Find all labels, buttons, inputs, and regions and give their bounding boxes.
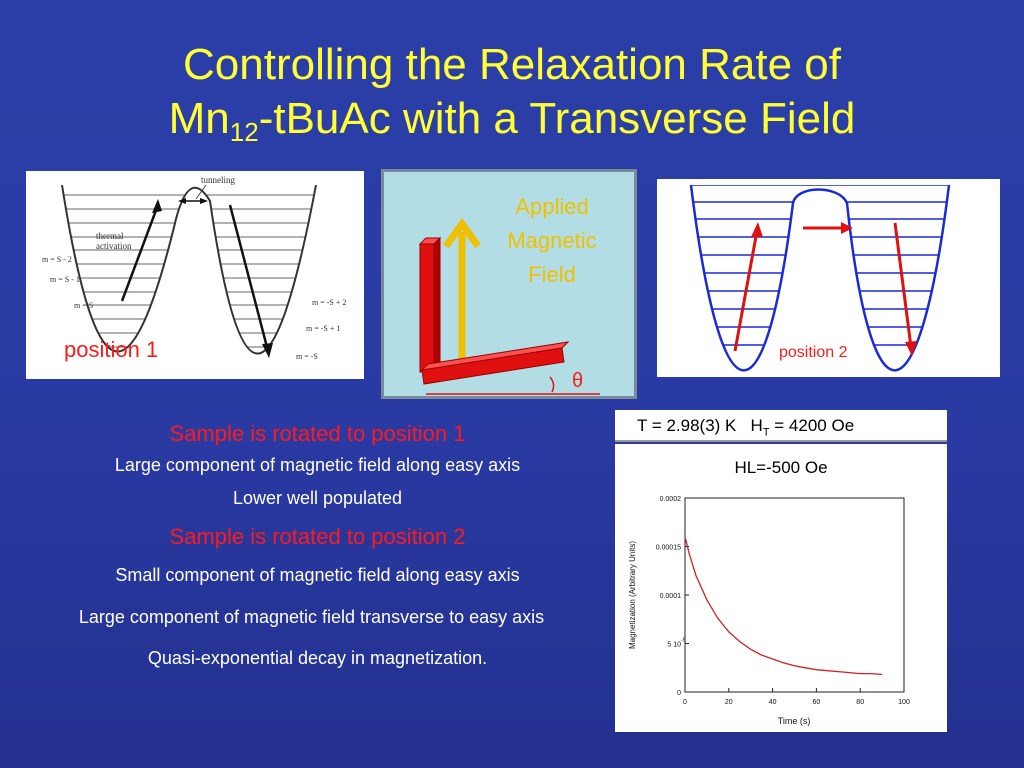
title-line-2: Mn12-tBuAc with a Transverse Field [168, 94, 856, 147]
plot-frame [684, 497, 905, 693]
bullet-position1-easy-axis: Large component of magnetic field along … [114, 455, 521, 475]
decay-series-line [684, 536, 883, 676]
thermal-arrow [120, 204, 160, 302]
thermal-label-1: thermal [96, 231, 124, 241]
double-well-diagram-1: tunneling thermal activation m = S - 2 m… [42, 175, 346, 361]
y-tick-exponent: -5 [681, 638, 686, 644]
potential-curve [61, 184, 317, 355]
potential-curve-2 [689, 184, 951, 372]
position-1-label: position 1 [64, 337, 159, 362]
level-label-left-3: m = S [74, 301, 93, 310]
thermal-arrow-2 [733, 230, 759, 352]
thermal-label-2: activation [96, 241, 132, 251]
level-label-right-1: m = -S + 2 [312, 298, 346, 307]
x-axis-label: Time (s) [778, 716, 811, 726]
double-well-diagram-2 [689, 184, 951, 372]
level-label-right-2: m = -S + 1 [306, 324, 340, 333]
position-2-header: Sample is rotated to position 2 [169, 524, 466, 549]
level-label-left-2: m = S - 1 [50, 275, 80, 284]
measurement-info-box: T = 2.98(3) K HT = 4200 Oe [615, 410, 947, 442]
x-tick-label: 80 [856, 699, 864, 706]
theta-label: θ [572, 370, 584, 392]
bullet-decay: Quasi-exponential decay in magnetization… [147, 648, 488, 668]
bullet-position2-easy-axis: Small component of magnetic field along … [115, 565, 520, 585]
bullet-transverse: Large component of magnetic field transv… [78, 607, 545, 627]
orientation-diagram [418, 218, 600, 395]
down-arrow-2 [893, 222, 913, 348]
y-tick-label: 0.00015 [656, 545, 681, 552]
y-tick-label: 0.0001 [660, 593, 682, 600]
y-tick-label: 5 10 [667, 642, 681, 649]
applied-label-line-1: Applied [515, 194, 589, 219]
bullet-lower-well: Lower well populated [232, 488, 403, 508]
y-tick-label: 0.0002 [660, 496, 682, 503]
position-2-label: position 2 [779, 344, 848, 361]
position-1-header: Sample is rotated to position 1 [169, 421, 466, 446]
magnetization-decay-chart: 0 20 40 60 80 100 05 10-50.00010.000150.0002 … [628, 496, 910, 726]
applied-label-line-2: Magnetic [507, 228, 597, 253]
decay-chart-panel: HL=-500 Oe 0 20 40 60 80 100 0 5 10 -5 0.0001 0.0… [615, 444, 947, 732]
x-tick-label: 20 [725, 699, 733, 706]
applied-field-label: Applied Magnetic Field [482, 190, 622, 292]
double-well-figure-position-1: tunneling thermal activation m = S - 2 m… [26, 171, 364, 379]
hl-label: HL=-500 Oe [734, 458, 828, 477]
sample-bar-vertical [419, 243, 435, 373]
tunneling-label: tunneling [201, 175, 235, 185]
temperature-field-label: T = 2.98(3) K HT = 4200 Oe [637, 416, 855, 439]
level-label-left-1: m = S - 2 [42, 255, 72, 264]
x-tick-label: 100 [898, 699, 910, 706]
down-arrow [228, 204, 270, 352]
sample-orientation-figure: Applied Magnetic Field θ [381, 169, 637, 399]
x-tick-label: 60 [813, 699, 821, 706]
double-well-figure-position-2: position 2 [657, 179, 1000, 377]
y-tick-label: 0 [677, 690, 681, 697]
applied-label-line-3: Field [528, 262, 576, 287]
level-label-right-3: m = -S [296, 352, 318, 361]
y-axis-label: Magnetization (Arbitrary Units) [628, 541, 637, 649]
slide-title: Controlling the Relaxation Rate of Mn12-… [0, 38, 1024, 146]
x-tick-label: 40 [769, 699, 777, 706]
title-line-1: Controlling the Relaxation Rate of [183, 40, 841, 89]
x-tick-label: 0 [683, 699, 687, 706]
